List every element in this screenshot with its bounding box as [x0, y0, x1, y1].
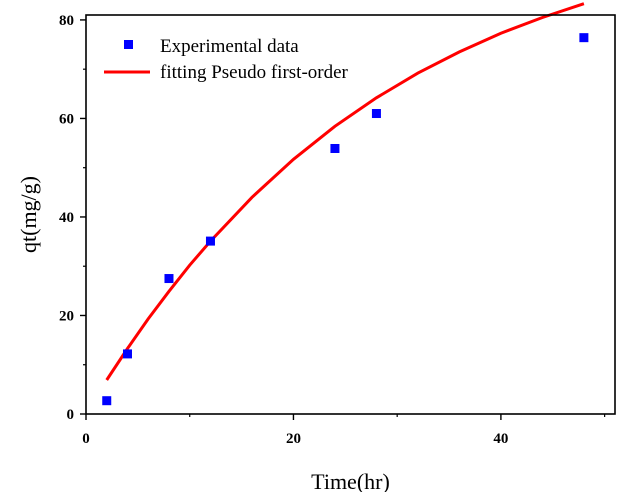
fit-line	[105, 2, 585, 381]
x-axis-title: Time(hr)	[311, 469, 390, 492]
y-tick-label: 80	[59, 13, 74, 29]
legend: Experimental data fitting Pseudo first-o…	[104, 36, 349, 83]
legend-marker-experimental	[124, 40, 133, 49]
data-point	[164, 274, 174, 284]
x-tick-label: 0	[82, 431, 90, 447]
x-tick-label: 20	[286, 431, 301, 447]
data-point	[102, 396, 112, 406]
plot-area	[102, 2, 589, 406]
y-tick-label: 40	[59, 210, 74, 226]
legend-label-experimental: Experimental data	[160, 36, 299, 57]
data-point	[122, 349, 132, 359]
y-tick-label: 60	[59, 111, 74, 127]
data-point	[330, 143, 340, 153]
x-tick-label: 40	[493, 431, 508, 447]
axes: 0 20 40 0 20 40 60 80	[59, 13, 616, 447]
y-axis-title: qt(mg/g)	[16, 176, 41, 253]
y-tick-label: 0	[67, 407, 75, 423]
data-point	[371, 109, 381, 119]
legend-label-fit: fitting Pseudo first-order	[160, 62, 349, 83]
y-tick-label: 20	[59, 308, 74, 324]
data-point	[205, 236, 215, 246]
plot-frame	[85, 14, 616, 415]
data-point	[579, 33, 589, 43]
